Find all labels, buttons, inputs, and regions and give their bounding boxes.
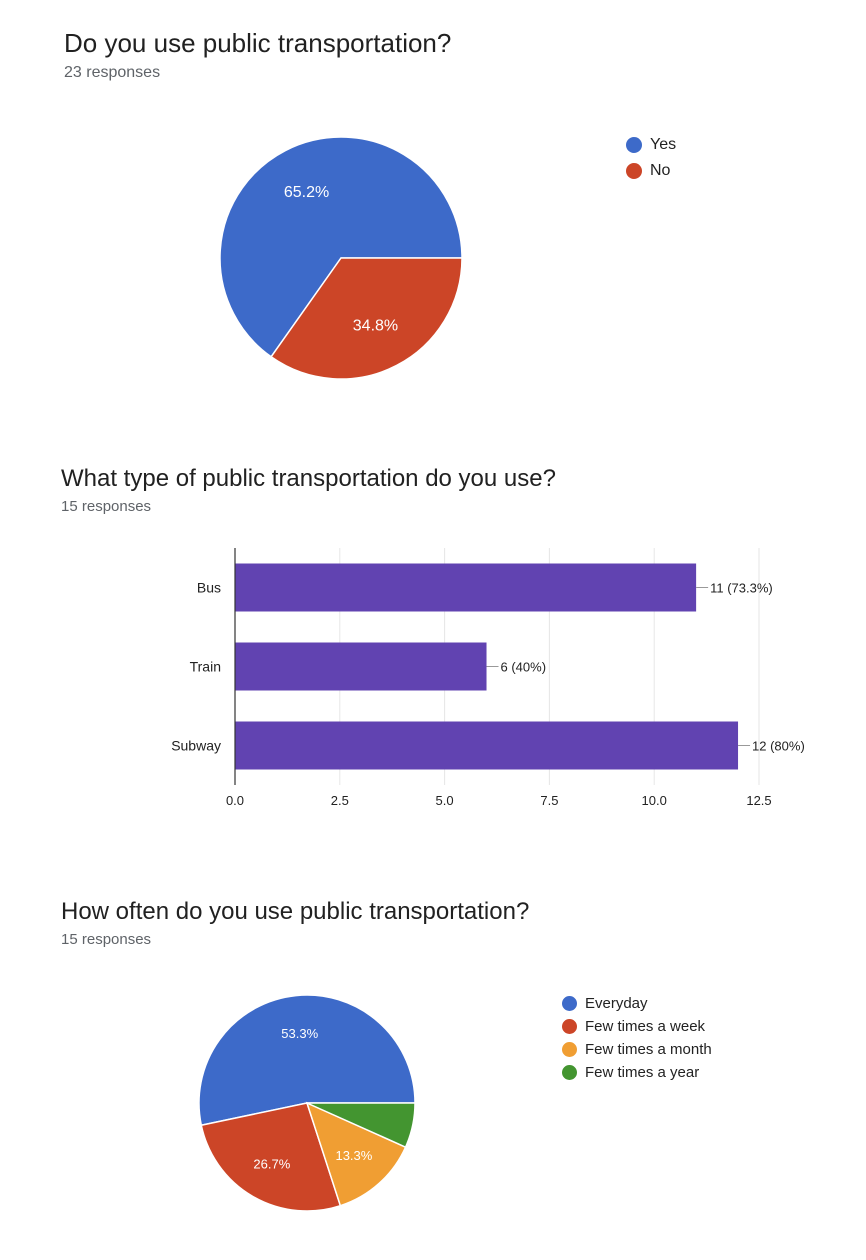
question-title: Do you use public transportation? — [64, 28, 452, 58]
bar-data-label: 12 (80%) — [752, 739, 805, 754]
bar-subway — [235, 721, 739, 770]
legend-item-few-times-a-year[interactable]: Few times a year — [562, 1061, 712, 1084]
y-category-label: Bus — [197, 580, 221, 596]
question-title: What type of public transportation do yo… — [61, 465, 556, 492]
pie-slice-label: 26.7% — [253, 1156, 290, 1171]
legend-item-everyday[interactable]: Everyday — [562, 992, 712, 1015]
x-tick-label: 7.5 — [540, 793, 558, 808]
legend-item-no[interactable]: No — [626, 158, 676, 184]
pie-slice-yes — [219, 136, 463, 358]
x-tick-label: 5.0 — [436, 793, 454, 808]
response-count: 15 responses — [61, 931, 152, 948]
chart-section-usage: Do you use public transportation? 23 res… — [0, 0, 866, 430]
legend-swatch — [562, 1019, 577, 1034]
legend-label: Few times a month — [585, 1041, 712, 1058]
legend-item-few-times-a-week[interactable]: Few times a week — [562, 1015, 712, 1038]
pie-slice-label: 65.2% — [284, 184, 329, 201]
chart-section-type: What type of public transportation do yo… — [0, 430, 866, 860]
response-count: 23 responses — [64, 64, 161, 81]
legend-item-yes[interactable]: Yes — [626, 132, 676, 158]
x-tick-label: 2.5 — [331, 793, 349, 808]
pie-slice-everyday — [198, 994, 416, 1127]
legend-swatch — [562, 1042, 577, 1057]
legend-swatch — [626, 163, 642, 179]
x-tick-label: 0.0 — [226, 793, 244, 808]
question-title: How often do you use public transportati… — [61, 898, 530, 925]
y-category-label: Subway — [171, 738, 221, 754]
pie-slice-few-times-a-month — [305, 1101, 407, 1207]
legend-label: Few times a week — [585, 1018, 706, 1035]
legend-label: No — [650, 162, 671, 179]
pie-slice-few-times-a-year — [306, 1102, 416, 1149]
bar-chart-type: 0.0 2.5 5.0 7.5 10.0 12.5 Bus 11 (73.3%) Train 6 … — [171, 548, 805, 808]
legend-label: Few times a year — [585, 1064, 700, 1081]
legend-label: Everyday — [585, 995, 648, 1012]
chart-section-frequency: How often do you use public transportati… — [0, 860, 866, 1260]
pie-chart-frequency: 53.3% 26.7% 13.3% — [198, 994, 416, 1212]
pie-slice-few-times-a-week — [200, 1102, 342, 1212]
legend-item-few-times-a-month[interactable]: Few times a month — [562, 1038, 712, 1061]
x-tick-label: 10.0 — [642, 793, 667, 808]
bar-train — [235, 642, 487, 691]
bar-bus — [235, 563, 697, 612]
x-tick-label: 12.5 — [746, 793, 771, 808]
pie-chart-usage: 65.2% 34.8% — [219, 136, 463, 380]
legend-swatch — [626, 137, 642, 153]
y-category-label: Train — [190, 659, 221, 675]
pie-slice-label: 53.3% — [281, 1026, 318, 1041]
pie-slice-no — [270, 257, 463, 380]
pie-slice-label: 13.3% — [335, 1148, 372, 1163]
legend-label: Yes — [650, 136, 677, 153]
pie-slice-label: 34.8% — [353, 317, 398, 334]
legend-swatch — [562, 996, 577, 1011]
legend-swatch — [562, 1065, 577, 1080]
response-count: 15 responses — [61, 498, 152, 515]
bar-data-label: 11 (73.3%) — [710, 581, 773, 596]
legend-frequency: Everyday Few times a week Few times a mont… — [562, 992, 712, 1084]
bar-data-label: 6 (40%) — [501, 660, 547, 675]
legend-usage: Yes No — [626, 132, 676, 184]
